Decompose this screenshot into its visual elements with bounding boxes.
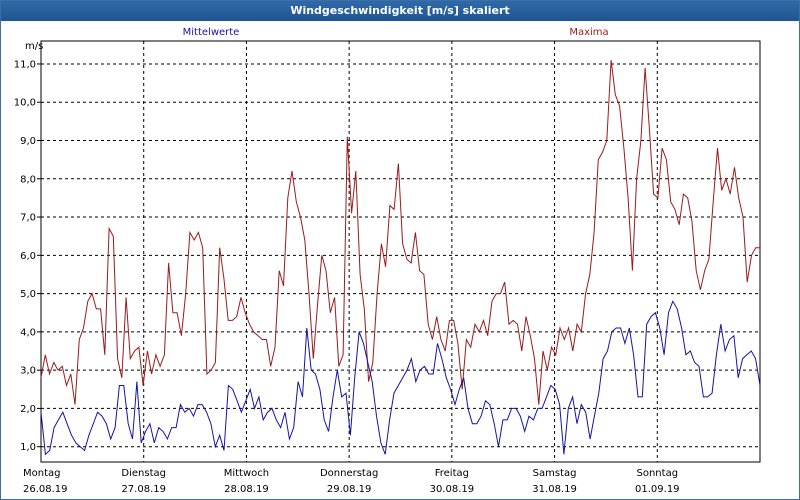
x-date-label: 31.08.19 xyxy=(532,484,577,495)
x-date-label: 26.08.19 xyxy=(23,484,68,495)
y-tick-label: 11,0 xyxy=(14,59,36,70)
y-tick-label: 10,0 xyxy=(14,98,36,109)
x-date-label: 01.09.19 xyxy=(635,484,680,495)
x-day-label: Mittwoch xyxy=(224,468,269,479)
x-day-label: Dienstag xyxy=(121,468,166,479)
y-tick-label: 8,0 xyxy=(20,174,36,185)
wind-speed-chart: 1,0 2,0 3,0 4,0 5,0 6,0 7,0 8,0 9,0 10,0 11,0 Mont… xyxy=(14,27,761,495)
x-day-label: Freitag xyxy=(435,468,469,479)
y-tick-label: 9,0 xyxy=(20,136,36,147)
y-tick-label: 6,0 xyxy=(20,251,36,262)
legend-maxima: Maxima xyxy=(569,27,608,38)
x-date-label: 29.08.19 xyxy=(327,484,372,495)
y-tick-label: 1,0 xyxy=(20,442,36,453)
series-lines xyxy=(40,60,761,456)
x-date-label: 28.08.19 xyxy=(224,484,269,495)
plot-area xyxy=(40,40,761,463)
y-tick-label: 3,0 xyxy=(20,366,36,377)
x-day-label: Sonntag xyxy=(637,468,679,479)
grid-lines xyxy=(41,41,760,462)
series-line-maxima xyxy=(40,60,760,405)
chart-title: Windgeschwindigkeit [m/s] skaliert xyxy=(1,1,799,21)
y-tick-label: 5,0 xyxy=(20,289,36,300)
x-axis: Montag 26.08.19 Dienstag 27.08.19 Mittwoch 28… xyxy=(23,468,680,495)
y-tick-label: 4,0 xyxy=(20,327,36,338)
x-date-label: 30.08.19 xyxy=(430,484,475,495)
y-axis: 1,0 2,0 3,0 4,0 5,0 6,0 7,0 8,0 9,0 10,0 11,0 xyxy=(14,59,41,453)
series-line-mittelwerte xyxy=(40,300,761,456)
y-tick-label: 7,0 xyxy=(20,213,36,224)
x-day-label: Montag xyxy=(23,468,60,479)
x-date-label: 27.08.19 xyxy=(121,484,166,495)
y-tick-label: 2,0 xyxy=(20,404,36,415)
y-axis-unit: m/s xyxy=(25,41,43,52)
legend-mittelwerte: Mittelwerte xyxy=(183,27,240,38)
x-day-label: Samstag xyxy=(533,468,577,479)
x-day-label: Donnerstag xyxy=(320,468,378,479)
